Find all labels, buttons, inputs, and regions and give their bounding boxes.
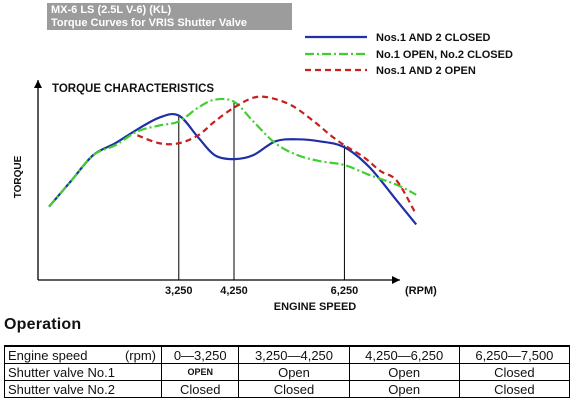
range-cell: 4,250—6,250 xyxy=(348,345,460,364)
banner-title: MX-6 LS (2.5L V-6) (KL) xyxy=(51,4,172,16)
table-cell: Open xyxy=(348,363,460,381)
table-row: Shutter valve No.1 OPEN Open Open Closed xyxy=(4,363,571,381)
banner-subtitle: Torque Curves for VRIS Shutter Valve Pos… xyxy=(51,17,248,42)
table-cell: Closed xyxy=(238,380,350,398)
header-banner: MX-6 LS (2.5L V-6) (KL) Torque Curves fo… xyxy=(47,3,292,42)
x-tick-label: 3,250 xyxy=(165,285,193,297)
table-cell: OPEN xyxy=(160,363,240,381)
table-cell: Open xyxy=(348,380,460,398)
engine-speed-header: Engine speed (rpm) xyxy=(4,345,162,364)
operation-table: Engine speed (rpm) 0—3,250 3,250—4,250 4… xyxy=(4,345,571,398)
table-header-row: Engine speed (rpm) 0—3,250 3,250—4,250 4… xyxy=(4,345,571,364)
table-cell: Closed xyxy=(458,363,571,381)
x-tick-label: 4,250 xyxy=(220,285,248,297)
series-line xyxy=(48,113,418,226)
engine-speed-unit: (rpm) xyxy=(124,347,156,363)
engine-speed-label: Engine speed xyxy=(8,347,88,363)
range-cell: 0—3,250 xyxy=(160,345,240,364)
legend-label: Nos.1 AND 2 OPEN xyxy=(376,65,476,77)
operation-title: Operation xyxy=(4,316,82,333)
table-cell: Closed xyxy=(458,380,571,398)
torque-chart: TORQUE CHARACTERISTICS TORQUE ENGINE SPEED… xyxy=(13,32,513,313)
table-row: Shutter valve No.2 Closed Closed Open Cl… xyxy=(4,380,571,398)
series-line xyxy=(48,97,417,208)
row-label: Shutter valve No.2 xyxy=(4,380,162,398)
chart-title: TORQUE CHARACTERISTICS xyxy=(52,83,214,95)
table-cell: Closed xyxy=(160,380,240,398)
table-cell: Open xyxy=(238,363,350,381)
x-tick-label: 6,250 xyxy=(331,285,359,297)
y-axis-label: TORQUE xyxy=(13,155,24,198)
row-label: Shutter valve No.1 xyxy=(4,363,162,381)
range-cell: 6,250—7,500 xyxy=(458,345,571,364)
range-cell: 3,250—4,250 xyxy=(238,345,350,364)
x-axis-arrow xyxy=(392,276,400,284)
legend-label: Nos.1 AND 2 CLOSED xyxy=(376,32,491,44)
x-axis-unit: (RPM) xyxy=(405,285,437,297)
legend-label: No.1 OPEN, No.2 CLOSED xyxy=(376,49,513,61)
x-axis-label: ENGINE SPEED xyxy=(274,301,357,313)
series-line xyxy=(136,95,418,216)
y-axis-arrow xyxy=(34,80,42,88)
